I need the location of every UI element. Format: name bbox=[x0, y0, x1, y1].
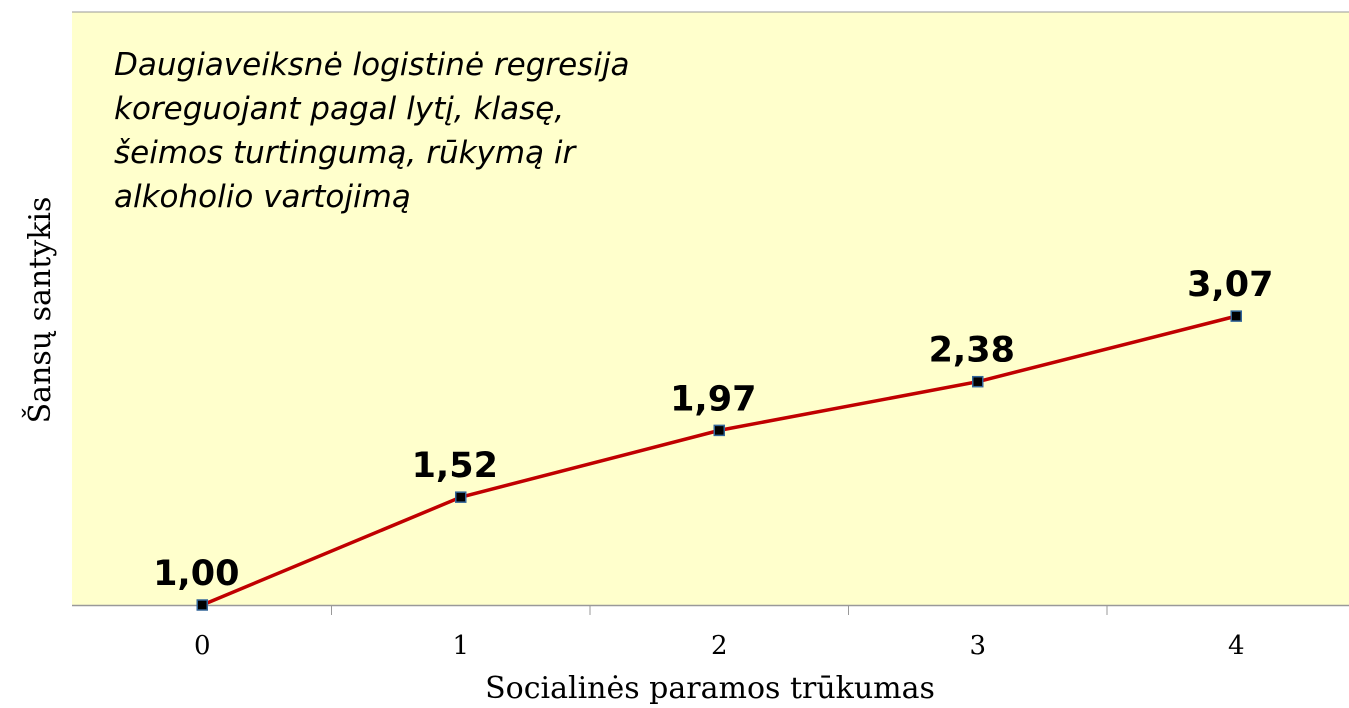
x-tick-label: 0 bbox=[194, 631, 211, 661]
marker bbox=[972, 375, 984, 388]
plot-area bbox=[72, 12, 1349, 605]
x-axis-label: Socialinės paramos trūkumas bbox=[485, 671, 935, 706]
data-label: 2,38 bbox=[929, 331, 1015, 371]
marker bbox=[1230, 310, 1242, 322]
y-axis-label: Šansų santykis bbox=[22, 197, 58, 424]
data-label: 1,97 bbox=[670, 379, 756, 419]
annotation: alkoholio vartojimą bbox=[114, 179, 411, 215]
marker bbox=[196, 599, 208, 611]
marker bbox=[713, 424, 725, 437]
marker bbox=[455, 491, 467, 503]
x-tick-label: 1 bbox=[452, 631, 469, 661]
data-label: 3,07 bbox=[1187, 265, 1273, 305]
annotation: šeimos turtingumą, rūkymą ir bbox=[114, 135, 578, 171]
annotation: Daugiaveiksnė logistinė regresija bbox=[114, 47, 630, 83]
data-label: 1,00 bbox=[153, 554, 239, 594]
x-tick-label: 2 bbox=[711, 631, 728, 661]
x-tick-label: 3 bbox=[969, 631, 986, 661]
annotation: koreguojant pagal lytį, klasę, bbox=[114, 91, 564, 127]
data-label: 1,52 bbox=[412, 446, 498, 486]
x-tick-label: 4 bbox=[1228, 631, 1245, 661]
